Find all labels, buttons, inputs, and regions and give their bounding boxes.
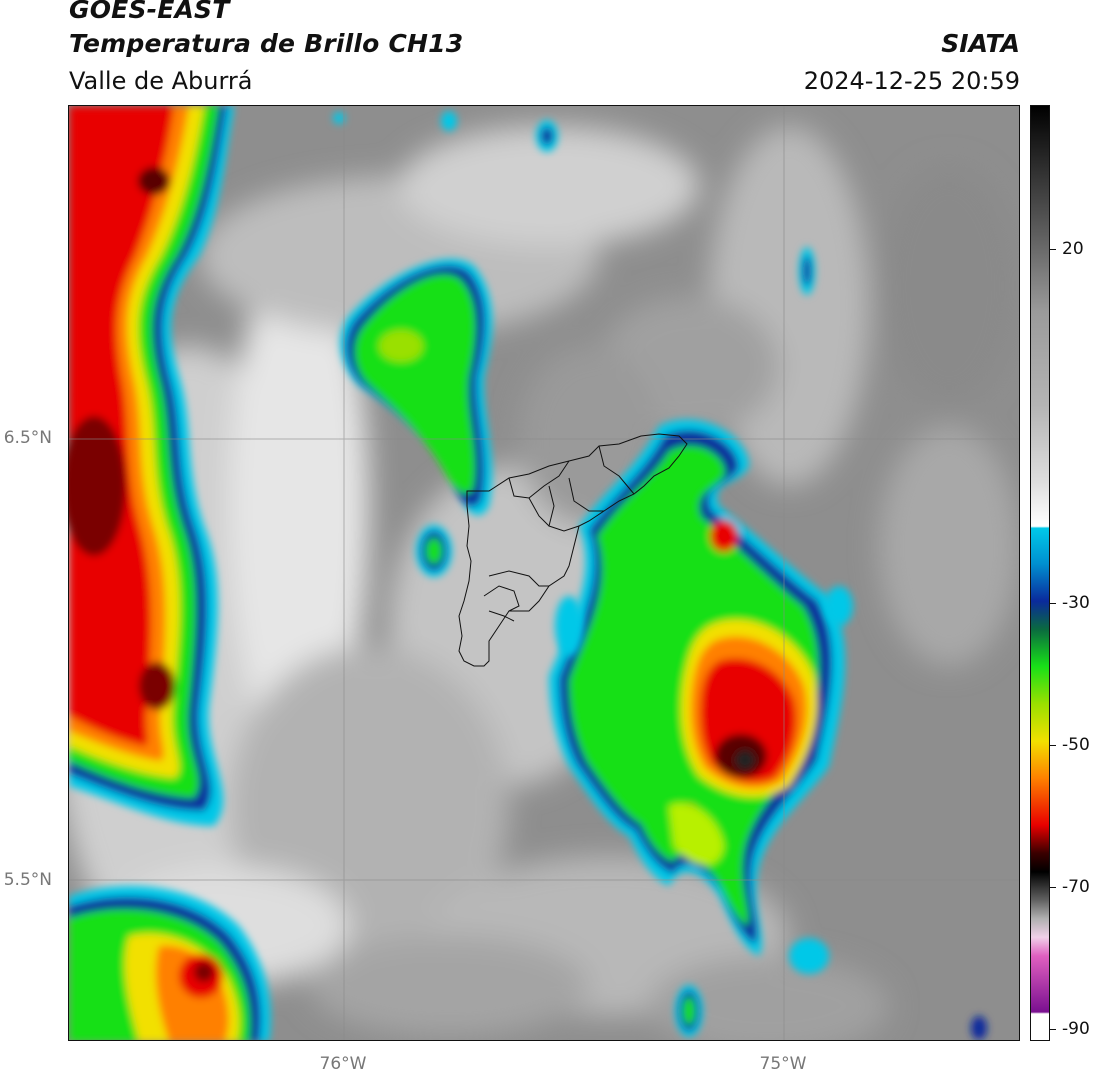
gridlines (69, 106, 1019, 1040)
cloud-specks (333, 111, 987, 1040)
lat-tick-5-5: 5.5°N (3, 870, 52, 890)
colorbar-tick (1050, 887, 1056, 888)
cloud-left-band (69, 106, 234, 826)
colorbar (1030, 105, 1050, 1041)
satellite-map[interactable] (68, 105, 1020, 1041)
subtitle-region: Valle de Aburrá (69, 67, 253, 95)
map-canvas (69, 106, 1019, 1040)
lon-tick-76w: 76°W (319, 1054, 367, 1074)
colorbar-label-minus50: -50 (1062, 735, 1090, 755)
municipality-boundaries (458, 433, 688, 667)
cloud-small-center (416, 525, 452, 577)
colorbar-label-20: 20 (1062, 239, 1084, 259)
colorbar-label-minus30: -30 (1062, 593, 1090, 613)
title-product: Temperatura de Brillo CH13 (69, 29, 464, 58)
colorbar-tick (1050, 745, 1056, 746)
colorbar-tick (1050, 249, 1056, 250)
colorbar-label-minus70: -70 (1062, 877, 1090, 897)
colorbar-tick (1050, 603, 1056, 604)
lon-tick-75w: 75°W (759, 1054, 807, 1074)
lat-tick-6-5: 6.5°N (3, 428, 52, 448)
colorbar-label-minus90: -90 (1062, 1019, 1090, 1039)
brand-label: SIATA (941, 29, 1020, 58)
title-satellite: GOES-EAST (69, 0, 230, 24)
datetime-label: 2024-12-25 20:59 (803, 67, 1020, 95)
cloud-bottom-left (69, 886, 271, 1040)
colorbar-tick (1050, 1029, 1056, 1030)
cloud-east-storm (549, 419, 845, 957)
